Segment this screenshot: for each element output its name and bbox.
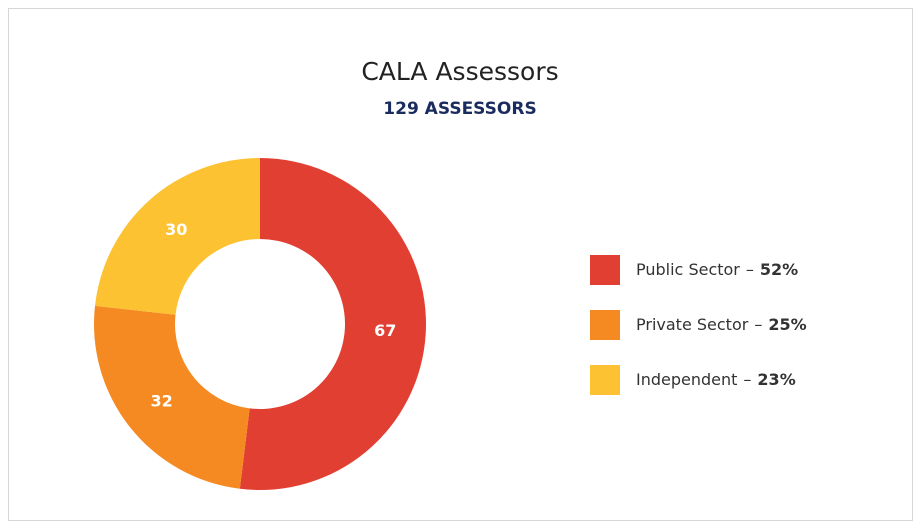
data-label: 67 xyxy=(374,321,396,340)
legend-label: Public Sector –52% xyxy=(636,260,798,279)
legend-swatch xyxy=(590,365,620,395)
legend-category: Private Sector xyxy=(636,315,749,334)
legend-category: Public Sector xyxy=(636,260,740,279)
donut-slice xyxy=(93,305,250,489)
legend-swatch xyxy=(590,255,620,285)
legend-label: Private Sector –25% xyxy=(636,315,807,334)
legend-separator: – xyxy=(754,315,762,334)
legend-separator: – xyxy=(743,370,751,389)
legend-label: Independent –23% xyxy=(636,370,796,389)
data-label: 32 xyxy=(150,391,172,410)
legend-percentage: 52% xyxy=(760,260,798,279)
legend-category: Independent xyxy=(636,370,737,389)
legend-percentage: 25% xyxy=(768,315,806,334)
donut-slice xyxy=(239,158,427,491)
chart-subtitle: 129 ASSESSORS xyxy=(383,99,536,119)
legend-percentage: 23% xyxy=(757,370,795,389)
donut-slice xyxy=(94,158,260,315)
chart-title: CALA Assessors xyxy=(361,57,558,86)
legend-separator: – xyxy=(746,260,754,279)
data-label: 30 xyxy=(165,220,187,239)
legend-swatch xyxy=(590,310,620,340)
